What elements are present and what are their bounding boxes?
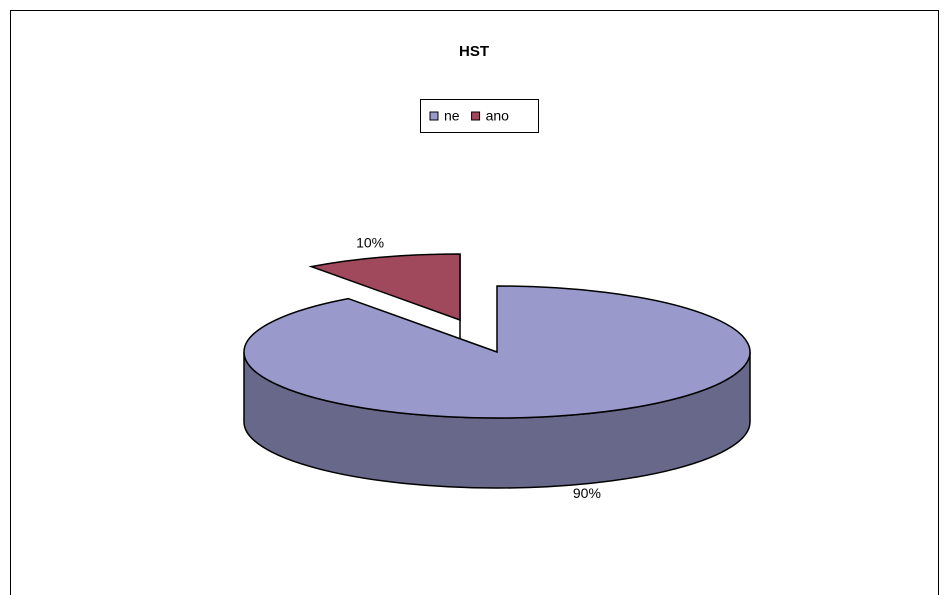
data-label: 10%	[356, 235, 384, 251]
pie-slice	[243, 285, 751, 419]
chart-title: HST	[459, 43, 489, 60]
pie-slice	[308, 253, 461, 322]
legend-swatch	[471, 111, 481, 121]
legend-swatch	[429, 111, 439, 121]
legend-label: ne	[444, 108, 460, 124]
data-label: 90%	[573, 485, 601, 501]
legend-label: ano	[486, 108, 510, 124]
chart-frame	[10, 10, 939, 595]
